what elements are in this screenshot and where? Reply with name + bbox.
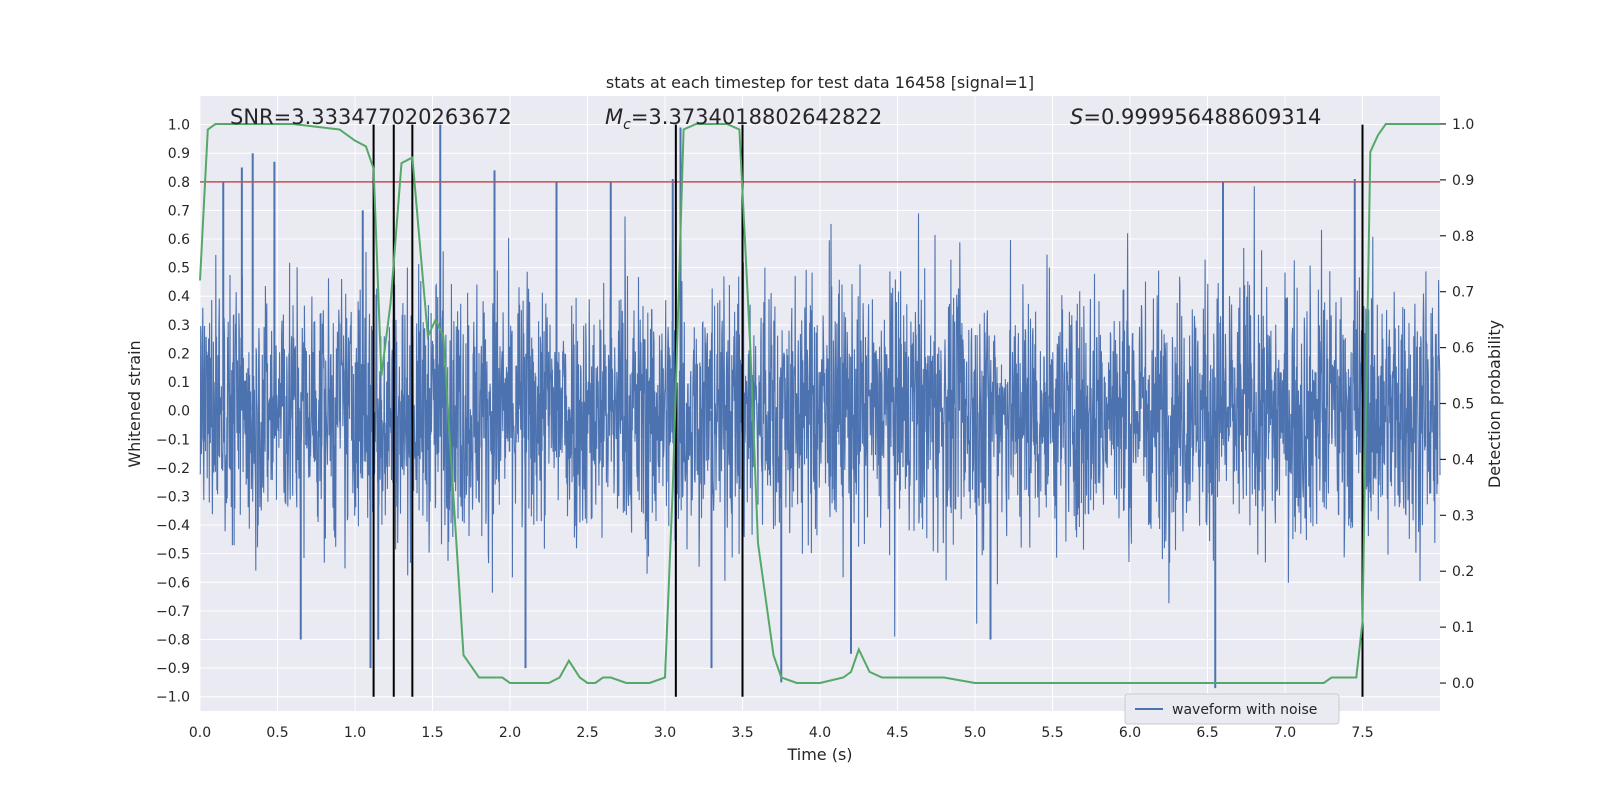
y2-axis-title: Detection probability <box>1485 320 1504 488</box>
y-tick-label: 0.1 <box>168 375 190 391</box>
series-waveform-with-noise <box>199 124 1441 689</box>
chart-title: stats at each timestep for test data 164… <box>606 73 1034 92</box>
y-tick-label: 0.8 <box>168 175 190 191</box>
y-tick-label: 0.3 <box>168 318 190 334</box>
y-tick-label: −0.8 <box>156 632 190 648</box>
mc-value: =3.3734018802642822 <box>631 105 882 129</box>
legend-box <box>1124 693 1340 725</box>
x-tick-label: 4.0 <box>809 725 831 741</box>
y2-tick-label: 0.7 <box>1452 285 1474 301</box>
y-tick-label: −0.3 <box>156 489 190 505</box>
x-tick-label: 1.0 <box>344 725 366 741</box>
s-symbol: S <box>1070 105 1083 129</box>
y-tick-label: 0.7 <box>168 203 190 219</box>
y-tick-label: 1.0 <box>168 118 190 134</box>
y-tick-label: 0.2 <box>168 346 190 362</box>
y-tick-label: −0.9 <box>156 661 190 677</box>
y2-tick-label: 0.6 <box>1452 341 1474 357</box>
x-tick-label: 4.5 <box>886 725 908 741</box>
x-tick-label: 6.0 <box>1119 725 1141 741</box>
y-tick-label: −1.0 <box>156 690 190 706</box>
y-axis-ticks: 1.0 0.9 0.8 0.7 0.6 0.5 0.4 0.3 0.2 0.1 0.0 −0.1 −0.… <box>156 118 190 706</box>
y-tick-label: 0.6 <box>168 232 190 248</box>
y2-tick-label: 0.5 <box>1452 397 1474 413</box>
snr-annotation: SNR=3.333477020263672 <box>230 105 512 129</box>
y-tick-label: 0.5 <box>168 261 190 277</box>
x-tick-label: 5.0 <box>964 725 986 741</box>
y-tick-label: 0.4 <box>168 289 190 305</box>
x-tick-label: 3.5 <box>731 725 753 741</box>
x-tick-label: 2.0 <box>499 725 521 741</box>
y2-axis-ticks: 1.0 0.9 0.8 0.7 0.6 0.5 0.4 0.3 0.2 0.1 0.0 <box>1440 117 1474 692</box>
x-tick-label: 1.5 <box>421 725 443 741</box>
y-tick-label: −0.7 <box>156 604 190 620</box>
y2-tick-label: 0.1 <box>1452 620 1474 636</box>
mc-symbol: M <box>605 105 623 129</box>
x-tick-label: 5.5 <box>1041 725 1063 741</box>
y2-tick-label: 0.4 <box>1452 452 1474 468</box>
y2-tick-label: 0.0 <box>1452 676 1474 692</box>
s-value: =0.999956488609314 <box>1083 105 1321 129</box>
x-tick-label: 2.5 <box>576 725 598 741</box>
legend: waveform with noise <box>1124 693 1340 725</box>
x-tick-label: 0.0 <box>189 725 211 741</box>
mc-subscript: c <box>623 117 631 133</box>
y-tick-label: 0.0 <box>168 404 190 420</box>
probability-line <box>199 123 1440 684</box>
mc-annotation: Mc=3.3734018802642822 <box>605 105 882 133</box>
x-tick-label: 7.0 <box>1274 725 1296 741</box>
y-axis-title: Whitened strain <box>125 340 144 467</box>
legend-label-waveform: waveform with noise <box>1172 702 1317 718</box>
y-tick-label: −0.4 <box>156 518 190 534</box>
x-tick-label: 7.5 <box>1351 725 1373 741</box>
y-tick-label: −0.6 <box>156 575 190 591</box>
y-tick-label: 0.9 <box>168 146 190 162</box>
y-tick-label: −0.2 <box>156 461 190 477</box>
x-tick-label: 3.0 <box>654 725 676 741</box>
s-annotation: S=0.999956488609314 <box>1070 105 1321 129</box>
y2-tick-label: 0.8 <box>1452 229 1474 245</box>
y2-tick-label: 0.9 <box>1452 173 1474 189</box>
y2-tick-label: 0.3 <box>1452 508 1474 524</box>
y2-tick-label: 1.0 <box>1452 117 1474 133</box>
waveform-line <box>199 186 1441 637</box>
x-axis-ticks: 0.0 0.5 1.0 1.5 2.0 2.5 3.0 3.5 4.0 4.5 5.0 5.5 6.0 6… <box>189 725 1374 741</box>
x-tick-label: 6.5 <box>1196 725 1218 741</box>
y-tick-label: −0.1 <box>156 432 190 448</box>
x-tick-label: 0.5 <box>266 725 288 741</box>
y-tick-label: −0.5 <box>156 547 190 563</box>
x-axis-title: Time (s) <box>786 745 852 764</box>
series-detection-probability <box>199 123 1440 684</box>
y2-tick-label: 0.2 <box>1452 564 1474 580</box>
